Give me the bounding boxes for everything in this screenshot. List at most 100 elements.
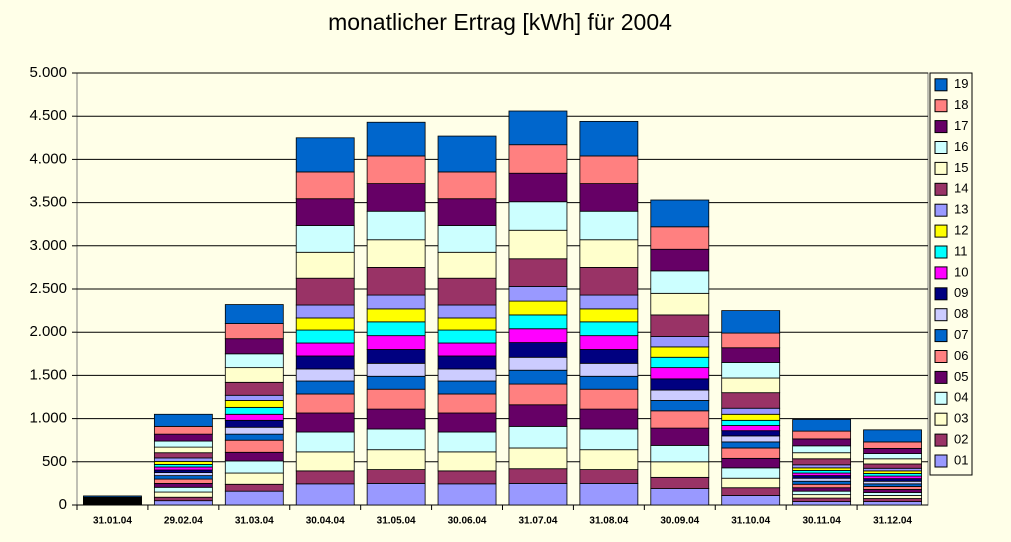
bar-segment xyxy=(295,470,355,485)
bar-segment xyxy=(224,483,284,492)
bar-segment xyxy=(153,482,213,488)
bar-segment xyxy=(437,198,497,226)
bar-segment xyxy=(153,496,213,502)
legend-label: 12 xyxy=(954,223,968,238)
bar-segment xyxy=(224,413,284,421)
legend-swatch xyxy=(934,182,948,196)
bar-segment xyxy=(721,362,781,379)
x-tick-label: 31.03.04 xyxy=(235,516,274,527)
bar-segment xyxy=(153,478,213,484)
bar-segment xyxy=(579,120,639,157)
bar-segment xyxy=(863,492,922,496)
bar-segment xyxy=(295,342,355,357)
y-tick-label: 1.000 xyxy=(29,410,67,427)
chart-title: monatlicher Ertrag [kWh] für 2004 xyxy=(328,9,672,35)
bar-segment xyxy=(863,448,922,454)
bar-segment xyxy=(508,342,568,358)
bar-segment xyxy=(508,201,568,231)
bar-segment xyxy=(863,453,922,460)
bar-segment xyxy=(224,490,284,506)
legend-label: 14 xyxy=(954,181,968,196)
legend-label: 04 xyxy=(954,390,968,405)
bar-segment xyxy=(366,408,426,430)
bar-segment xyxy=(295,277,355,306)
legend-label: 19 xyxy=(954,76,968,91)
legend-label: 16 xyxy=(954,139,968,154)
bar-segment xyxy=(650,367,710,380)
bar-segment xyxy=(437,304,497,319)
legend-swatch xyxy=(934,266,948,280)
bar-segment xyxy=(863,498,922,502)
bar-segment xyxy=(650,270,710,294)
x-tick-label: 31.07.04 xyxy=(518,516,557,527)
bar-segment xyxy=(224,400,284,408)
bar-segment xyxy=(508,229,568,260)
bar-segment xyxy=(863,486,922,490)
bar-segment xyxy=(437,483,497,506)
bar-segment xyxy=(437,451,497,472)
bar-segment xyxy=(83,495,142,498)
x-tick-label: 31.12.04 xyxy=(873,516,912,527)
bar-segment xyxy=(863,495,922,499)
bar-segment xyxy=(153,433,213,442)
bar-segment xyxy=(437,171,497,200)
bar-segment xyxy=(153,440,213,448)
bar-segment xyxy=(579,183,639,212)
legend-swatch xyxy=(934,308,948,322)
bar-segment xyxy=(224,338,284,355)
bar-segment xyxy=(295,171,355,200)
legend-swatch xyxy=(934,391,948,405)
bar-segment xyxy=(153,472,213,477)
bar-segment xyxy=(366,469,426,484)
bar-segment xyxy=(508,286,568,302)
bar-segment xyxy=(224,451,284,462)
bar-segment xyxy=(721,377,781,394)
bar-segment xyxy=(579,375,639,390)
bar-segment xyxy=(153,457,213,462)
bar-segment xyxy=(721,425,781,432)
bar-segment xyxy=(366,335,426,350)
bar-segment xyxy=(863,489,922,493)
bar-segment xyxy=(437,329,497,344)
legend-label: 08 xyxy=(954,306,968,321)
bar-segment xyxy=(437,135,497,173)
legend-label: 03 xyxy=(954,411,968,426)
bar-segment xyxy=(650,410,710,429)
bar-segment xyxy=(650,400,710,412)
bar-segment xyxy=(508,482,568,506)
bar-segment xyxy=(295,251,355,279)
bar-segment xyxy=(721,332,781,349)
bar-segment xyxy=(508,369,568,385)
bar-segment xyxy=(295,198,355,226)
bar-segment xyxy=(224,419,284,428)
legend-label: 06 xyxy=(954,348,968,363)
bar-segment xyxy=(437,225,497,253)
bar-segment xyxy=(863,463,922,469)
bar-segment xyxy=(224,394,284,401)
bar-segment xyxy=(650,346,710,358)
x-tick-label: 29.02.04 xyxy=(164,516,203,527)
bar-segment xyxy=(579,482,639,506)
y-tick-label: 2.500 xyxy=(29,280,67,297)
x-tick-label: 31.01.04 xyxy=(93,516,132,527)
bar-segment xyxy=(224,323,284,340)
bar-segment xyxy=(508,425,568,449)
bar-segment xyxy=(792,430,852,440)
bar-segment xyxy=(437,317,497,331)
bar-segment xyxy=(579,469,639,484)
bar-segment xyxy=(863,458,922,465)
bar-segment xyxy=(721,347,781,363)
bar-segment xyxy=(650,336,710,348)
legend-label: 07 xyxy=(954,327,968,342)
bar-segment xyxy=(153,452,213,459)
bar-segment xyxy=(508,258,568,287)
bar-segment xyxy=(437,393,497,414)
bar-segment xyxy=(224,367,284,383)
bar-segment xyxy=(153,425,213,435)
bar-segment xyxy=(224,460,284,474)
bar-segment xyxy=(792,490,852,496)
bar-segment xyxy=(295,137,355,173)
bar-segment xyxy=(295,412,355,433)
legend-swatch xyxy=(934,350,948,363)
y-tick-label: 500 xyxy=(42,453,67,470)
